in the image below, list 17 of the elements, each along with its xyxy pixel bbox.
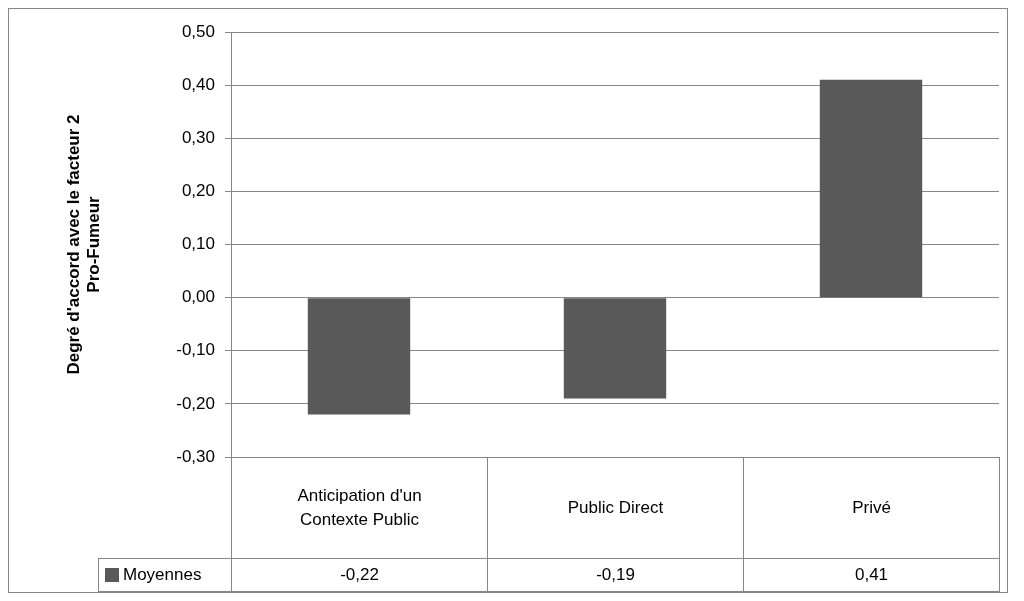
x-tick-label: Privé — [743, 457, 1000, 559]
x-tick-label: Anticipation d'un Contexte Public — [231, 457, 488, 559]
y-tick-label: -0,20 — [176, 393, 215, 413]
y-tick-label: 0,50 — [181, 21, 215, 41]
data-label: -0,22 — [231, 558, 488, 592]
y-tick-label: 0,20 — [181, 181, 215, 201]
x-tick-label: Public Direct — [487, 457, 744, 559]
y-tick-label: -0,30 — [176, 446, 215, 466]
y-tick-label: 0,30 — [181, 127, 215, 147]
data-label: -0,19 — [487, 558, 744, 592]
data-label: 0,41 — [743, 558, 1000, 592]
y-tick-label: -0,10 — [176, 340, 215, 360]
y-axis-title: Degré d'accord avec le facteur 2 Pro-Fumeur — [63, 114, 104, 375]
y-tick-label: 0,10 — [181, 234, 215, 254]
legend-label: Moyennes — [123, 564, 202, 586]
y-tick-label: 0,40 — [181, 74, 215, 94]
y-tick-label: 0,00 — [181, 287, 215, 307]
